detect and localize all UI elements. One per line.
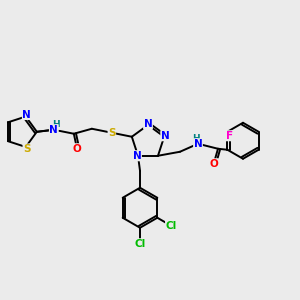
- Text: O: O: [210, 159, 218, 169]
- Text: H: H: [192, 134, 200, 143]
- Text: Cl: Cl: [134, 239, 146, 249]
- Text: F: F: [226, 131, 233, 141]
- Text: N: N: [144, 119, 152, 129]
- Text: N: N: [22, 110, 31, 119]
- Text: S: S: [23, 144, 31, 154]
- Text: N: N: [133, 151, 141, 161]
- Text: S: S: [108, 128, 116, 138]
- Text: O: O: [73, 144, 81, 154]
- Text: N: N: [50, 125, 58, 135]
- Text: N: N: [161, 131, 170, 141]
- Text: Cl: Cl: [166, 221, 177, 231]
- Text: N: N: [194, 139, 202, 149]
- Text: H: H: [52, 120, 60, 129]
